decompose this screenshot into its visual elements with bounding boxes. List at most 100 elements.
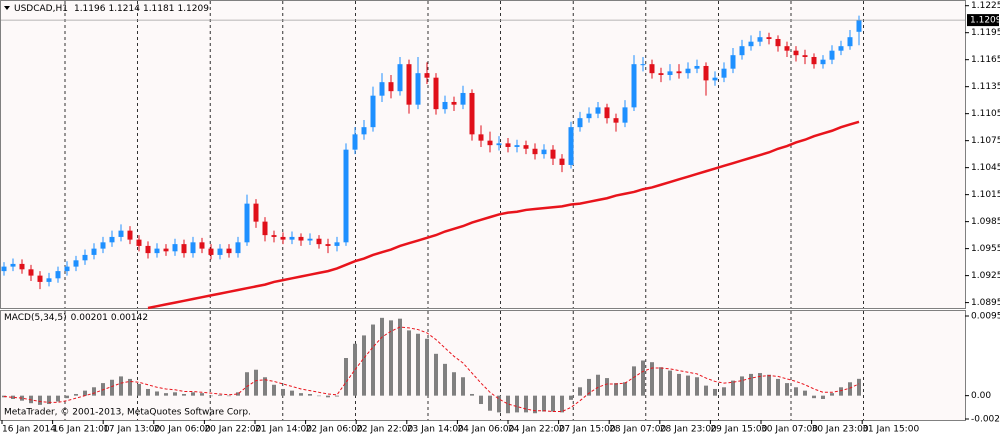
x-tick-label: 20 Jan 22:00	[204, 425, 261, 435]
candle-body	[343, 149, 349, 243]
macd-bar	[11, 395, 15, 400]
candle-body	[82, 254, 88, 261]
x-tick-label: 24 Jan 06:00	[457, 425, 514, 435]
current-price-tag-bg	[967, 14, 999, 27]
macd-bar	[47, 395, 51, 405]
symbol: USDCAD,H1	[14, 4, 68, 14]
macd-bar	[209, 395, 213, 397]
y-tick-label: 1.1045	[971, 163, 1000, 173]
candle-body	[91, 248, 97, 255]
candle-body	[406, 64, 412, 105]
macd-bar	[146, 388, 150, 396]
macd-bar	[155, 391, 159, 396]
macd-bar	[551, 395, 555, 412]
macd-bar	[515, 395, 519, 413]
candle-body	[271, 235, 277, 237]
x-tick-label: 16 Jan 2014	[2, 425, 56, 435]
low: 1.1181	[143, 4, 175, 14]
x-tick-label: 22 Jan 22:00	[356, 425, 413, 435]
macd-bar	[713, 388, 717, 396]
candle-body	[685, 68, 691, 74]
candle-body	[298, 236, 304, 241]
macd-bar	[443, 363, 447, 396]
candle-body	[523, 145, 529, 149]
x-tick-label: 21 Jan 14:00	[255, 425, 312, 435]
macd-bar	[317, 395, 321, 397]
candle-body	[28, 269, 34, 276]
candle-body	[388, 82, 394, 92]
candle-body	[703, 65, 709, 81]
macd-bar	[587, 378, 591, 396]
macd-bar	[110, 379, 114, 396]
candle-body	[424, 73, 430, 78]
macd-bar	[20, 395, 24, 401]
y-tick-label: 1.0895	[971, 298, 1000, 308]
price-header: USDCAD,H1 1.1196 1.1214 1.1181 1.1209	[14, 4, 209, 14]
x-tick-label: 29 Jan 15:00	[710, 425, 767, 435]
macd-bar	[200, 393, 204, 396]
candle-body	[64, 266, 70, 272]
candle-body	[226, 248, 232, 254]
candle-body	[496, 143, 502, 146]
macd-bar	[785, 383, 789, 396]
macd-bar	[353, 343, 357, 396]
current-price-tag: 1.1209	[970, 16, 1000, 26]
macd-bar	[623, 382, 627, 396]
candle-body	[568, 127, 574, 165]
macd-bar	[263, 377, 267, 396]
candle-body	[10, 263, 16, 267]
candle-body	[478, 134, 484, 141]
x-tick-label: 28 Jan 07:00	[609, 425, 666, 435]
y-tick-label: 1.0955	[971, 244, 1000, 254]
macd-bar	[695, 377, 699, 396]
x-tick-label: 20 Jan 06:00	[154, 425, 211, 435]
candle-body	[172, 244, 178, 252]
macd-bar	[362, 335, 366, 396]
signal-value: 0.00142	[111, 313, 148, 323]
x-tick-label: 31 Jan 15:00	[862, 425, 919, 435]
macd-bar	[506, 395, 510, 414]
candle-body	[46, 278, 52, 282]
macd-bar	[830, 393, 834, 396]
candle-body	[442, 101, 448, 110]
candle-body	[577, 118, 583, 128]
macd-bar	[767, 374, 771, 396]
candle-body	[19, 263, 25, 270]
candle-body	[307, 238, 313, 241]
y-tick-label: -0.00279	[971, 415, 1000, 425]
macd-bar	[38, 395, 42, 405]
candle-body	[235, 242, 241, 254]
candle-body	[784, 46, 790, 51]
macd-bar	[452, 372, 456, 396]
candle-body	[766, 37, 772, 39]
macd-bar	[227, 395, 231, 397]
candle-body	[253, 203, 259, 222]
close: 1.1209	[177, 4, 209, 14]
menu-arrow[interactable]	[4, 6, 10, 10]
candle-body	[739, 46, 745, 56]
macd-bar	[857, 378, 861, 396]
macd-bar	[56, 395, 60, 402]
candle-body	[595, 107, 601, 114]
candle-body	[586, 113, 592, 119]
candle-body	[820, 59, 826, 65]
candle-body	[55, 271, 61, 279]
candle-body	[73, 260, 79, 267]
macd-bar	[461, 377, 465, 396]
candle-body	[721, 68, 727, 78]
macd-bar	[668, 370, 672, 396]
candle-body	[136, 239, 142, 246]
candle-body	[190, 242, 196, 254]
candle-body	[370, 95, 376, 128]
macd-bar	[344, 358, 348, 396]
macd-bar	[299, 393, 303, 396]
candle-body	[127, 230, 133, 240]
candle-body	[361, 127, 367, 135]
macd-bar	[848, 382, 852, 396]
candle-body	[757, 37, 763, 42]
candle-body	[793, 50, 799, 56]
macd-bar	[650, 362, 654, 396]
candle-body	[163, 248, 169, 252]
x-tick-label: 16 Jan 21:00	[53, 425, 110, 435]
